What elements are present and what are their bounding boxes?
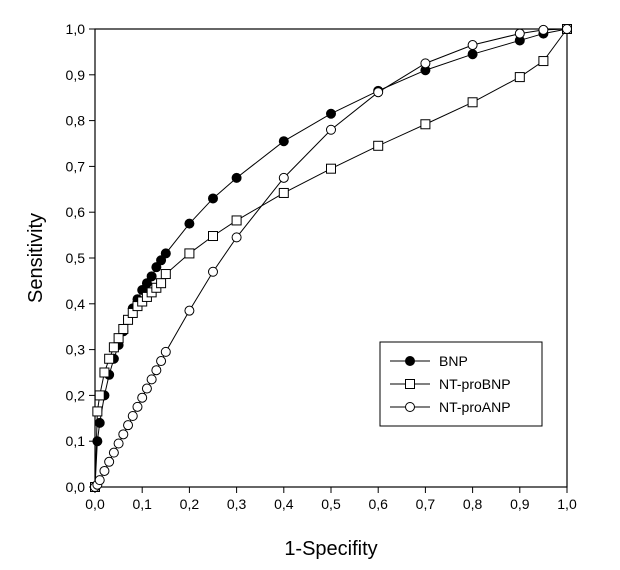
x-tick-label: 0,5 bbox=[321, 496, 341, 512]
data-point-ntprobnp bbox=[231, 215, 242, 226]
y-tick-label: 0,4 bbox=[66, 296, 86, 312]
data-point-ntproanp bbox=[123, 420, 134, 431]
data-point-ntproanp bbox=[104, 456, 115, 467]
data-point-bnp bbox=[156, 255, 167, 266]
data-point-ntproanp bbox=[326, 124, 336, 135]
data-point-ntproanp bbox=[160, 346, 171, 357]
data-point-ntproanp bbox=[156, 356, 167, 367]
legend-marker-ntproanp bbox=[405, 402, 415, 412]
data-point-ntproanp bbox=[132, 401, 143, 412]
legend-label-ntproanp: NT-proANP bbox=[439, 399, 511, 415]
legend-marker-ntprobnp bbox=[405, 379, 415, 389]
y-tick-label: 0,8 bbox=[66, 113, 86, 129]
y-tick-label: 0,5 bbox=[66, 250, 86, 266]
data-point-ntprobnp bbox=[278, 187, 289, 198]
data-point-ntprobnp bbox=[467, 97, 478, 108]
y-tick-label: 0,1 bbox=[66, 433, 86, 449]
y-tick-label: 0,2 bbox=[66, 387, 86, 403]
data-point-ntprobnp bbox=[538, 56, 549, 67]
x-tick-label: 0,9 bbox=[510, 496, 530, 512]
y-tick-label: 1,0 bbox=[66, 21, 86, 37]
y-axis-title: Sensitivity bbox=[25, 213, 47, 303]
data-point-ntproanp bbox=[231, 232, 242, 243]
data-point-bnp bbox=[151, 262, 162, 273]
legend-label-ntprobnp: NT-proBNP bbox=[439, 376, 511, 392]
data-point-ntproanp bbox=[127, 411, 138, 422]
data-point-ntproanp bbox=[94, 475, 105, 486]
data-point-ntprobnp bbox=[420, 119, 431, 130]
x-tick-label: 0,7 bbox=[416, 496, 436, 512]
data-point-ntproanp bbox=[141, 383, 152, 394]
data-point-ntprobnp bbox=[104, 353, 115, 364]
data-point-ntprobnp bbox=[514, 72, 525, 83]
data-point-ntprobnp bbox=[160, 269, 171, 280]
data-point-bnp bbox=[326, 108, 336, 119]
data-point-ntproanp bbox=[514, 28, 525, 39]
data-point-ntproanp bbox=[151, 365, 162, 376]
data-point-ntproanp bbox=[208, 266, 218, 277]
x-axis-ticks: 0,0 0,1 0,2 0,3 0,4 0,5 0,6 0,7 0,8 0,9 1,0 bbox=[85, 487, 577, 512]
legend-marker-bnp bbox=[405, 356, 415, 366]
data-point-ntproanp bbox=[118, 429, 129, 440]
y-tick-label: 0,0 bbox=[66, 479, 86, 495]
data-point-bnp bbox=[184, 218, 195, 229]
y-axis-ticks: 0,0 0,1 0,2 0,3 0,4 0,5 0,6 0,7 0,8 0,9 1,0 bbox=[66, 21, 95, 495]
data-point-ntproanp bbox=[278, 172, 289, 183]
data-point-ntproanp bbox=[108, 447, 119, 458]
data-point-bnp bbox=[231, 172, 242, 183]
data-point-ntproanp bbox=[467, 40, 478, 51]
data-point-ntproanp bbox=[562, 24, 572, 34]
data-point-ntprobnp bbox=[99, 367, 110, 378]
data-point-ntproanp bbox=[99, 465, 110, 476]
data-point-ntproanp bbox=[373, 87, 384, 98]
data-point-bnp bbox=[160, 248, 171, 259]
data-point-ntprobnp bbox=[156, 278, 167, 289]
data-point-bnp bbox=[92, 436, 103, 447]
x-tick-label: 0,4 bbox=[274, 496, 294, 512]
data-point-bnp bbox=[94, 417, 105, 428]
data-point-bnp bbox=[467, 49, 478, 60]
data-point-bnp bbox=[146, 271, 157, 282]
data-point-ntprobnp bbox=[92, 406, 103, 417]
data-point-ntprobnp bbox=[208, 231, 218, 242]
data-point-ntproanp bbox=[137, 392, 148, 403]
series-line-bnp bbox=[94, 28, 568, 488]
x-tick-label: 1,0 bbox=[557, 496, 577, 512]
data-point-ntproanp bbox=[113, 438, 124, 449]
x-tick-label: 0,0 bbox=[85, 496, 105, 512]
y-tick-label: 0,3 bbox=[66, 342, 86, 358]
x-axis-title: 1-Specifity bbox=[284, 538, 377, 560]
x-tick-label: 0,3 bbox=[227, 496, 247, 512]
data-point-ntprobnp bbox=[113, 333, 124, 344]
data-point-ntprobnp bbox=[94, 390, 105, 401]
data-point-ntprobnp bbox=[326, 163, 336, 174]
y-tick-label: 0,9 bbox=[66, 67, 86, 83]
series-layer bbox=[90, 24, 572, 492]
data-point-ntproanp bbox=[538, 24, 549, 35]
data-point-ntprobnp bbox=[108, 342, 119, 353]
data-point-ntprobnp bbox=[373, 140, 384, 151]
legend-label-bnp: BNP bbox=[439, 353, 468, 369]
data-point-ntproanp bbox=[146, 374, 157, 385]
x-tick-label: 0,6 bbox=[368, 496, 388, 512]
x-tick-label: 0,8 bbox=[463, 496, 483, 512]
x-tick-label: 0,2 bbox=[180, 496, 200, 512]
data-point-bnp bbox=[208, 193, 218, 204]
legend: BNP NT-proBNP NT-proANP bbox=[379, 341, 543, 427]
data-point-ntprobnp bbox=[184, 248, 195, 259]
series-line-ntproanp bbox=[94, 28, 568, 488]
y-tick-label: 0,7 bbox=[66, 158, 86, 174]
data-point-bnp bbox=[278, 136, 289, 147]
y-tick-label: 0,6 bbox=[66, 204, 86, 220]
data-point-ntproanp bbox=[184, 305, 195, 316]
data-point-ntprobnp bbox=[118, 323, 129, 334]
data-point-ntproanp bbox=[420, 58, 431, 69]
x-tick-label: 0,1 bbox=[132, 496, 152, 512]
